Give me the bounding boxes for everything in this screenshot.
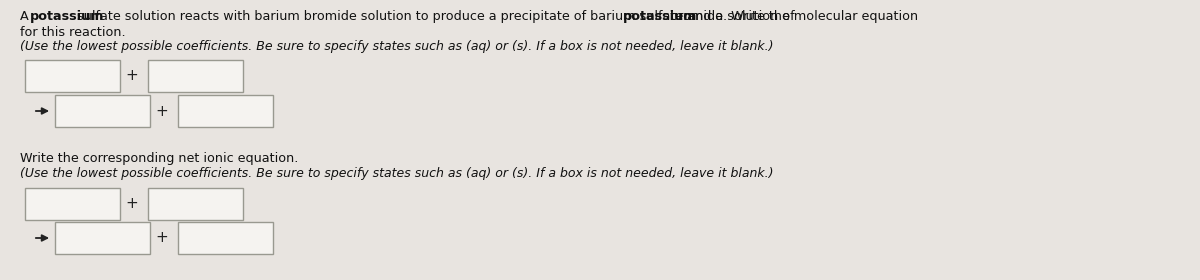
Text: (Use the lowest possible coefficients. Be sure to specify states such as (aq) or: (Use the lowest possible coefficients. B… [20,40,774,53]
Text: (Use the lowest possible coefficients. Be sure to specify states such as (aq) or: (Use the lowest possible coefficients. B… [20,167,774,180]
Text: +: + [125,69,138,83]
Text: potassium: potassium [30,10,104,23]
Text: A: A [20,10,32,23]
Text: sulfate solution reacts with barium bromide solution to produce a precipitate of: sulfate solution reacts with barium brom… [73,10,798,23]
Text: for this reaction.: for this reaction. [20,26,126,39]
FancyBboxPatch shape [148,188,242,220]
FancyBboxPatch shape [178,222,274,254]
FancyBboxPatch shape [178,95,274,127]
FancyBboxPatch shape [25,188,120,220]
FancyBboxPatch shape [55,95,150,127]
Text: +: + [155,230,168,246]
FancyBboxPatch shape [148,60,242,92]
Text: +: + [125,197,138,211]
Text: potassium: potassium [623,10,697,23]
Text: +: + [155,104,168,118]
Text: Write the corresponding net ionic equation.: Write the corresponding net ionic equati… [20,152,299,165]
FancyBboxPatch shape [55,222,150,254]
FancyBboxPatch shape [25,60,120,92]
Text: bromide. Write the molecular equation: bromide. Write the molecular equation [666,10,918,23]
